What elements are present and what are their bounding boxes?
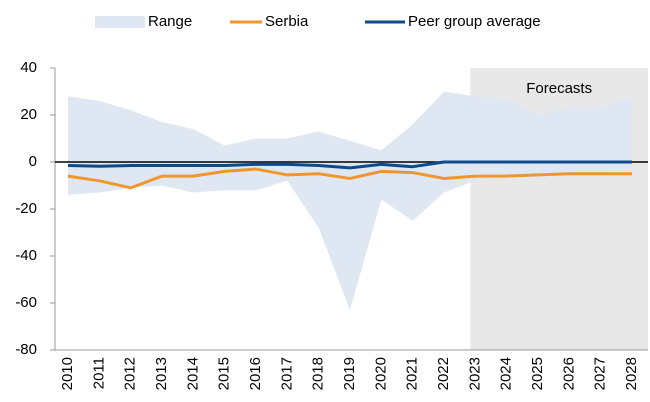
x-tick-label: 2023 (466, 357, 483, 390)
legend-swatch (95, 16, 145, 28)
series-line (67, 167, 632, 190)
x-tick-label: 2021 (404, 357, 421, 390)
legend-label: Range (148, 13, 192, 30)
y-tick-label: 0 (29, 153, 37, 170)
y-tick-label: 40 (20, 59, 37, 76)
x-tick-label: 2014 (184, 357, 201, 390)
legend-label: Peer group average (408, 13, 541, 30)
legend-label: Serbia (265, 13, 309, 30)
y-tick-label: -60 (15, 294, 37, 311)
series-line (67, 160, 632, 170)
x-tick-label: 2010 (59, 357, 76, 390)
y-tick-label: -20 (15, 200, 37, 217)
range-area (68, 91, 632, 311)
x-tick-label: 2015 (216, 357, 233, 390)
y-tick-label: 20 (20, 106, 37, 123)
x-tick-label: 2018 (310, 357, 327, 390)
x-tick-label: 2028 (623, 357, 640, 390)
x-tick-label: 2013 (153, 357, 170, 390)
x-tick-label: 2017 (278, 357, 295, 390)
x-tick-label: 2012 (122, 357, 139, 390)
x-tick-label: 2019 (341, 357, 358, 390)
x-tick-label: 2016 (247, 357, 264, 390)
y-tick-label: -80 (15, 341, 37, 358)
x-tick-label: 2020 (372, 357, 389, 390)
x-tick-label: 2022 (435, 357, 452, 390)
x-tick-label: 2025 (529, 357, 546, 390)
x-tick-label: 2011 (90, 357, 107, 389)
x-tick-label: 2026 (560, 357, 577, 390)
x-tick-label: 2027 (592, 357, 609, 390)
y-tick-label: -40 (15, 247, 37, 264)
x-tick-label: 2024 (498, 357, 515, 390)
forecast-label: Forecasts (526, 80, 592, 97)
